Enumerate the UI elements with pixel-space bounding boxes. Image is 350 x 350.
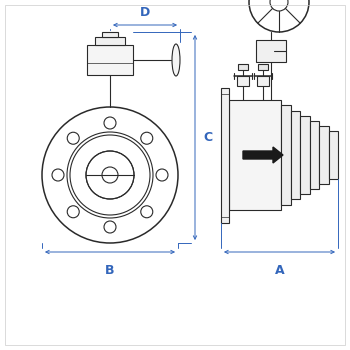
Text: B: B: [105, 264, 115, 277]
Bar: [237, 76, 249, 86]
Bar: [310, 121, 319, 189]
Bar: [256, 40, 286, 62]
Bar: [95, 37, 125, 45]
Bar: [300, 116, 310, 194]
Bar: [257, 76, 269, 86]
Text: C: C: [203, 131, 212, 144]
Bar: [102, 32, 118, 37]
Bar: [229, 100, 281, 210]
Bar: [258, 64, 268, 70]
Bar: [291, 111, 300, 199]
Bar: [281, 105, 291, 205]
Ellipse shape: [172, 44, 180, 76]
Bar: [329, 131, 338, 179]
Bar: [87, 45, 133, 75]
Text: A: A: [275, 264, 284, 277]
Bar: [221, 88, 229, 223]
Bar: [319, 126, 329, 184]
Bar: [238, 64, 248, 70]
FancyArrow shape: [243, 147, 283, 163]
Text: D: D: [140, 6, 150, 19]
